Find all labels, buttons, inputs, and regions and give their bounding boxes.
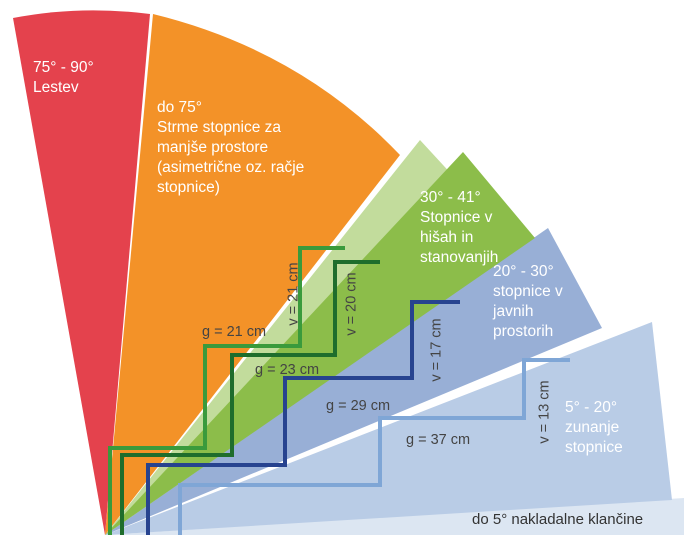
zone-ladder-sector	[13, 10, 150, 535]
dim-g21-label: g = 21 cm	[202, 324, 267, 340]
stair-profile-blue-light	[178, 358, 570, 535]
dim-g23-label: g = 23 cm	[255, 362, 320, 378]
zone-ramp-label: do 5° nakladalne klančine	[472, 511, 644, 528]
dim-g37-label: g = 37 cm	[406, 432, 471, 448]
stair-profile-blue-dark	[146, 300, 460, 535]
zone-house-light-sector	[105, 140, 455, 535]
stair-profile-green-dark	[120, 260, 380, 535]
zone-outdoor-sector	[105, 322, 672, 535]
dim-v21-label: v = 21 cm	[285, 262, 302, 326]
zone-house-label: 30° - 41° Stopnice v hišah in stanovanji…	[420, 189, 499, 266]
zone-steep-sector	[105, 14, 400, 535]
stair-profile-green-light	[108, 246, 345, 535]
zone-outdoor-label: 5° - 20° zunanje stopnice	[565, 399, 623, 456]
dim-v20-label: v = 20 cm	[343, 272, 360, 336]
dim-g29-label: g = 29 cm	[326, 398, 391, 414]
dim-v17-label: v = 17 cm	[428, 318, 445, 382]
zone-house-sector	[105, 152, 535, 535]
zone-public-label: 20° - 30° stopnice v javnih prostorih	[493, 263, 563, 340]
zone-steep-label: do 75° Strme stopnice za manjše prostore…	[157, 99, 305, 196]
zone-public-sector	[105, 228, 602, 535]
zone-ladder-label: 75° - 90° Lestev	[33, 59, 94, 96]
dim-v13-label: v = 13 cm	[536, 380, 553, 444]
